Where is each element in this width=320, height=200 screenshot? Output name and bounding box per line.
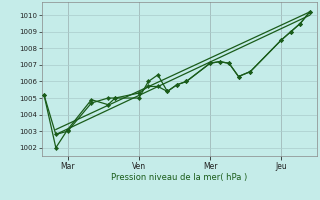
X-axis label: Pression niveau de la mer( hPa ): Pression niveau de la mer( hPa ) — [111, 173, 247, 182]
